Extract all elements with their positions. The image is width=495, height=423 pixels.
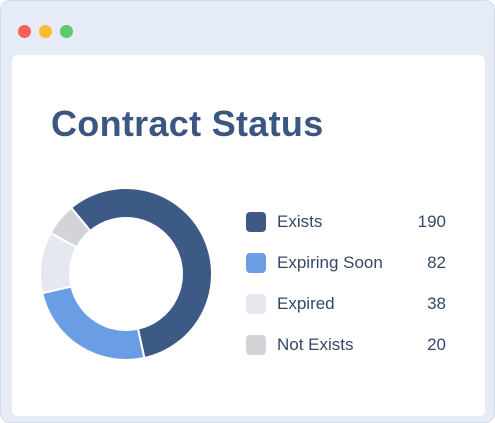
- legend-item-exists: Exists 190: [246, 201, 446, 242]
- contract-status-card: Contract Status Exists 190 Expiring Soon 82…: [12, 55, 485, 416]
- legend-label: Expired: [277, 293, 335, 313]
- minimize-window-button[interactable]: [39, 25, 52, 38]
- legend-value: 20: [427, 334, 446, 354]
- donut-chart: [39, 187, 213, 361]
- donut-slice-exists: [69, 187, 213, 360]
- legend-swatch: [246, 252, 266, 273]
- legend-swatch: [246, 334, 266, 355]
- legend-value: 38: [427, 293, 446, 313]
- legend-swatch: [246, 293, 266, 314]
- close-window-button[interactable]: [18, 25, 31, 38]
- donut-slice-expiring-soon: [40, 285, 146, 361]
- legend-value: 82: [427, 252, 446, 272]
- legend-item-expired: Expired 38: [246, 283, 446, 324]
- legend-item-expiring-soon: Expiring Soon 82: [246, 242, 446, 283]
- chart-legend: Exists 190 Expiring Soon 82 Expired 38 Not Exi…: [246, 201, 446, 365]
- legend-value: 190: [417, 211, 446, 231]
- legend-label: Not Exists: [277, 334, 354, 354]
- legend-item-not-exists: Not Exists 20: [246, 324, 446, 365]
- legend-label: Exists: [277, 211, 323, 231]
- chart-title: Contract Status: [51, 103, 324, 144]
- legend-label: Expiring Soon: [277, 252, 383, 272]
- zoom-window-button[interactable]: [60, 25, 73, 38]
- donut-slice-not-exists: [49, 206, 92, 249]
- legend-swatch: [246, 211, 266, 232]
